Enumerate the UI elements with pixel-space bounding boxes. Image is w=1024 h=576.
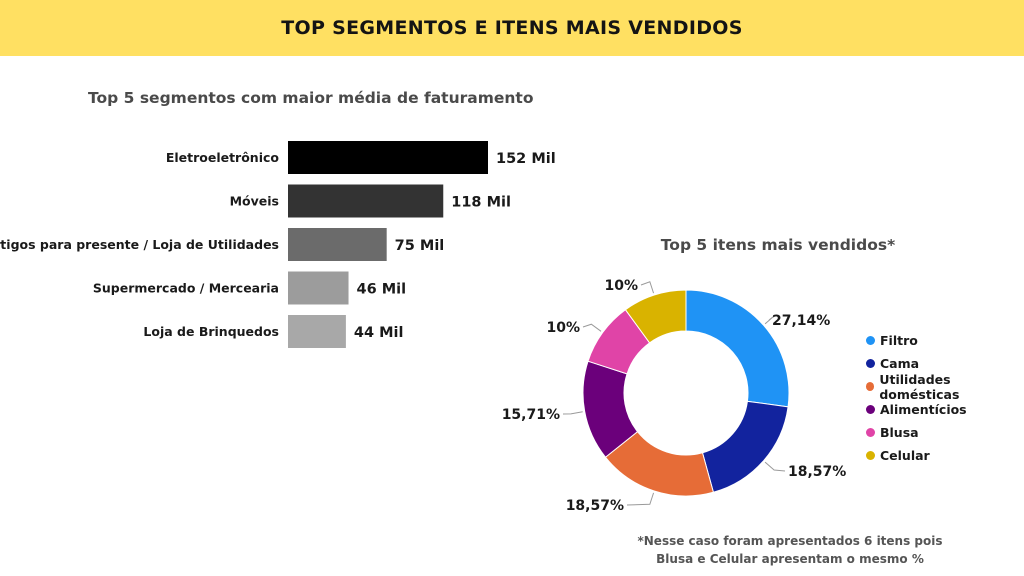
legend-label: Celular [880,448,930,463]
legend-label: Alimentícios [880,402,967,417]
legend-item: Celular [866,444,1024,467]
bar-category-label: Supermercado / Mercearia [93,281,279,296]
bar-chart-title: Top 5 segmentos com maior média de fatur… [88,89,534,107]
bar-value-label: 44 Mil [354,325,404,341]
bar-chart: Eletroeletrônico 152 Mil Móveis 118 Mil Arti… [0,141,556,348]
bar [288,271,349,305]
bar-category-label: Artigos para presente / Loja de Utilidad… [0,237,279,252]
donut-slice [624,289,687,344]
legend-swatch [866,382,875,391]
donut-leader-line [640,281,655,294]
legend-item: Blusa [866,421,1024,444]
donut-value-label: 18,57% [788,464,846,480]
donut-chart: 27,14% 18,57% 18,57% 15,71% 10% 10% [502,278,847,514]
donut-leader-line [764,315,775,325]
legend-item: Alimentícios [866,398,1024,421]
legend-swatch [866,359,875,368]
donut-leader-line [562,411,583,415]
donut-value-label: 18,57% [566,498,624,514]
donut-value-label: 15,71% [502,407,560,423]
legend-label: Cama [880,356,920,371]
legend-item: Filtro [866,329,1024,352]
donut-leader-line [764,461,786,472]
legend-item: Cama [866,352,1024,375]
donut-chart-title: Top 5 itens mais vendidos* [660,236,896,254]
legend-swatch [866,336,875,345]
footnote-line-2: Blusa e Celular apresentam o mesmo % [656,552,924,566]
donut-value-label: 10% [604,278,638,294]
donut-legend: Filtro Cama Utilidades domésticas Alimentíc… [866,329,1024,467]
bar-category-label: Móveis [230,194,279,209]
legend-swatch [866,428,875,437]
bar [288,141,488,174]
donut-slice [701,400,789,493]
donut-footnote: *Nesse caso foram apresentados 6 itens p… [610,532,970,568]
page-title: TOP SEGMENTOS E ITENS MAIS VENDIDOS [281,17,743,39]
legend-swatch [866,451,875,460]
donut-leader-line [626,492,655,506]
legend-label: Filtro [880,333,918,348]
legend-label: Blusa [880,425,919,440]
bar-category-label: Eletroeletrônico [166,150,280,165]
legend-swatch [866,405,875,414]
bar [288,228,387,261]
bar-value-label: 46 Mil [357,282,407,298]
bar [288,184,444,218]
legend-label: Utilidades domésticas [879,371,960,402]
donut-slice [685,289,790,408]
legend-item: Utilidades domésticas [866,372,1024,402]
header-banner: TOP SEGMENTOS E ITENS MAIS VENDIDOS [0,0,1024,56]
bar-value-label: 75 Mil [395,238,445,254]
footnote-line-1: *Nesse caso foram apresentados 6 itens p… [637,534,943,548]
donut-value-label: 27,14% [772,313,830,329]
bar-value-label: 152 Mil [496,151,556,167]
donut-value-label: 10% [546,320,580,336]
bar-value-label: 118 Mil [451,195,511,211]
donut-leader-line [582,323,602,332]
bar [288,315,346,348]
bar-category-label: Loja de Brinquedos [143,324,279,339]
